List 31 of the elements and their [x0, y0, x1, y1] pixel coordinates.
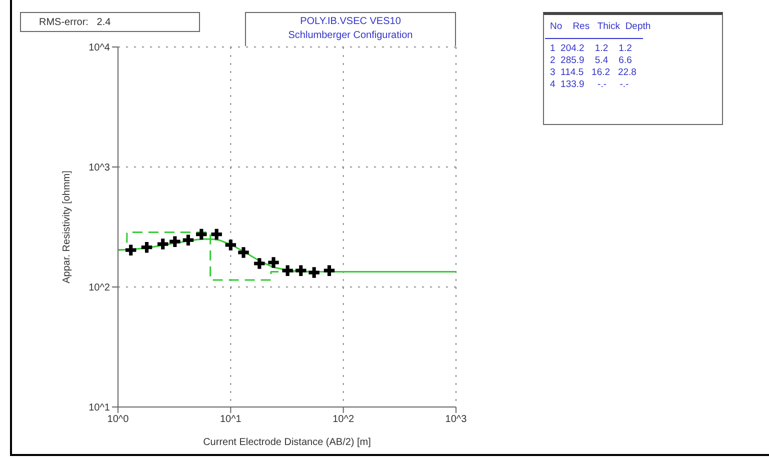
y-tick-label: 10^2: [88, 282, 110, 294]
y-tick-label: 10^3: [88, 162, 110, 174]
point: [225, 240, 236, 250]
text: 2 285.9 5.4 6.6: [550, 55, 633, 67]
text: 4 133.9 -.- -.-: [550, 79, 630, 91]
point: [296, 265, 306, 276]
point: [196, 228, 207, 240]
point: [282, 265, 293, 276]
point: [254, 258, 265, 269]
point: [324, 265, 335, 276]
point: [238, 247, 249, 258]
text: RMS-error: 2.4: [20, 12, 200, 32]
text: No Res Thick Depth: [550, 21, 652, 33]
x-axis-title: Current Electrode Distance (AB/2) [m]: [203, 437, 372, 448]
chart-subtitle: Schlumberger Configuration: [287, 29, 414, 43]
point: [308, 267, 320, 278]
y-tick-label: 10^1: [88, 402, 110, 414]
text: 3 114.5 16.2 22.8: [550, 67, 638, 79]
point: [170, 236, 180, 247]
x-tick-label: 10^1: [220, 414, 242, 426]
chart-title: POLY.IB.VSEC VES10: [299, 15, 402, 29]
point: [211, 228, 222, 240]
point: [141, 242, 152, 253]
y-axis-title: Appar. Resistivity [ohmm]: [62, 170, 73, 284]
x-tick-label: 10^0: [107, 414, 130, 426]
text: 1 204.2 1.2 1.2: [550, 43, 633, 55]
point: [182, 234, 194, 246]
y-tick-label: 10^4: [88, 42, 110, 54]
point: [268, 257, 279, 268]
x-tick-label: 10^3: [445, 414, 468, 426]
x-tick-label: 10^2: [332, 414, 354, 426]
